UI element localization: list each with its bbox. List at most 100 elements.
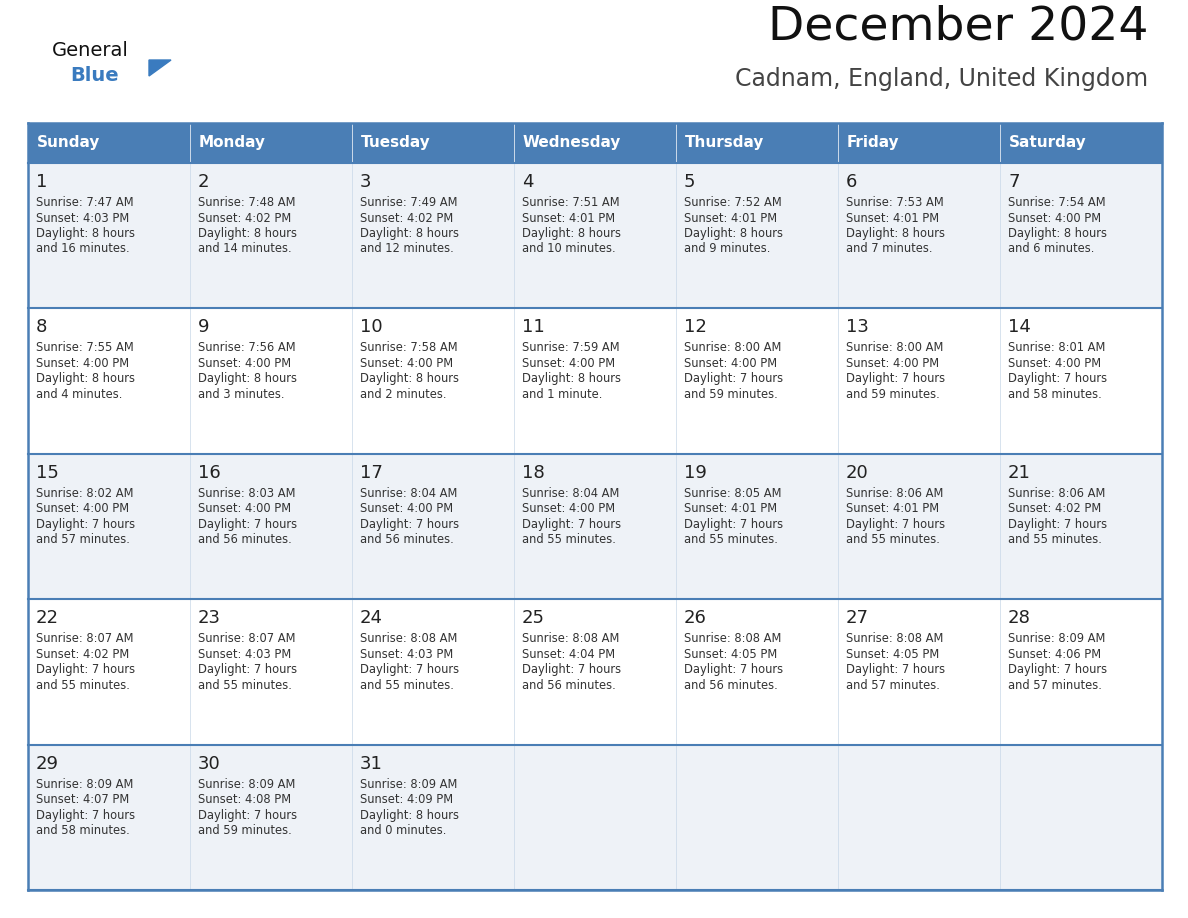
Text: Sunset: 4:05 PM: Sunset: 4:05 PM [684,648,777,661]
Text: 5: 5 [684,173,695,191]
Text: Daylight: 7 hours: Daylight: 7 hours [1007,663,1107,677]
Text: Daylight: 7 hours: Daylight: 7 hours [684,518,783,531]
Text: Sunrise: 7:52 AM: Sunrise: 7:52 AM [684,196,782,209]
Text: Sunset: 4:00 PM: Sunset: 4:00 PM [522,502,615,515]
Text: and 7 minutes.: and 7 minutes. [846,242,933,255]
Text: and 1 minute.: and 1 minute. [522,388,602,401]
Text: Sunrise: 7:59 AM: Sunrise: 7:59 AM [522,341,620,354]
Text: General: General [52,41,128,60]
Text: 7: 7 [1007,173,1019,191]
Text: Daylight: 7 hours: Daylight: 7 hours [198,663,297,677]
Text: and 6 minutes.: and 6 minutes. [1007,242,1094,255]
Text: Daylight: 7 hours: Daylight: 7 hours [1007,518,1107,531]
Text: Sunset: 4:02 PM: Sunset: 4:02 PM [360,211,454,225]
Text: Sunset: 4:00 PM: Sunset: 4:00 PM [36,357,129,370]
Text: and 57 minutes.: and 57 minutes. [1007,678,1102,691]
Text: Daylight: 7 hours: Daylight: 7 hours [36,809,135,822]
Text: Daylight: 8 hours: Daylight: 8 hours [360,809,459,822]
Text: Sunrise: 7:47 AM: Sunrise: 7:47 AM [36,196,133,209]
Text: Sunrise: 7:51 AM: Sunrise: 7:51 AM [522,196,620,209]
Text: Sunset: 4:08 PM: Sunset: 4:08 PM [198,793,291,806]
Text: Daylight: 7 hours: Daylight: 7 hours [846,373,946,386]
Bar [29,123,1162,163]
Text: and 55 minutes.: and 55 minutes. [684,533,778,546]
Text: 25: 25 [522,610,545,627]
Text: Sunrise: 8:04 AM: Sunrise: 8:04 AM [360,487,457,499]
Text: and 58 minutes.: and 58 minutes. [1007,388,1101,401]
Bar [29,308,1162,453]
Text: Sunset: 4:02 PM: Sunset: 4:02 PM [198,211,291,225]
Text: Sunset: 4:00 PM: Sunset: 4:00 PM [522,357,615,370]
Text: 28: 28 [1007,610,1031,627]
Text: 30: 30 [198,755,221,773]
Polygon shape [148,60,171,76]
Text: Tuesday: Tuesday [361,136,431,151]
Text: Sunset: 4:06 PM: Sunset: 4:06 PM [1007,648,1101,661]
Text: Sunset: 4:00 PM: Sunset: 4:00 PM [684,357,777,370]
Text: and 14 minutes.: and 14 minutes. [198,242,291,255]
Text: Daylight: 8 hours: Daylight: 8 hours [684,227,783,240]
Text: Sunrise: 7:56 AM: Sunrise: 7:56 AM [198,341,296,354]
Text: Sunrise: 8:09 AM: Sunrise: 8:09 AM [198,778,296,790]
Text: Sunrise: 8:09 AM: Sunrise: 8:09 AM [360,778,457,790]
Text: Sunrise: 8:08 AM: Sunrise: 8:08 AM [684,633,782,645]
Text: Daylight: 7 hours: Daylight: 7 hours [360,518,459,531]
Text: Sunrise: 7:49 AM: Sunrise: 7:49 AM [360,196,457,209]
Text: Daylight: 7 hours: Daylight: 7 hours [522,518,621,531]
Text: Sunrise: 8:02 AM: Sunrise: 8:02 AM [36,487,133,499]
Text: Daylight: 8 hours: Daylight: 8 hours [522,373,621,386]
Text: 17: 17 [360,464,383,482]
Text: Saturday: Saturday [1009,136,1087,151]
Text: 19: 19 [684,464,707,482]
Text: Daylight: 8 hours: Daylight: 8 hours [36,227,135,240]
Text: Thursday: Thursday [685,136,764,151]
Text: Sunrise: 7:53 AM: Sunrise: 7:53 AM [846,196,943,209]
Text: Sunrise: 8:08 AM: Sunrise: 8:08 AM [846,633,943,645]
Text: Daylight: 8 hours: Daylight: 8 hours [198,227,297,240]
Text: 12: 12 [684,319,707,336]
Text: and 12 minutes.: and 12 minutes. [360,242,454,255]
Text: Sunrise: 8:00 AM: Sunrise: 8:00 AM [684,341,782,354]
Text: Sunrise: 8:06 AM: Sunrise: 8:06 AM [1007,487,1105,499]
Text: Daylight: 7 hours: Daylight: 7 hours [198,518,297,531]
Text: 10: 10 [360,319,383,336]
Text: Sunset: 4:00 PM: Sunset: 4:00 PM [1007,211,1101,225]
Text: 6: 6 [846,173,858,191]
Text: 11: 11 [522,319,545,336]
Text: 23: 23 [198,610,221,627]
Text: Sunset: 4:00 PM: Sunset: 4:00 PM [36,502,129,515]
Text: and 55 minutes.: and 55 minutes. [522,533,615,546]
Text: Sunset: 4:05 PM: Sunset: 4:05 PM [846,648,940,661]
Text: and 57 minutes.: and 57 minutes. [36,533,129,546]
Text: Sunset: 4:00 PM: Sunset: 4:00 PM [360,502,453,515]
Text: Daylight: 8 hours: Daylight: 8 hours [1007,227,1107,240]
Text: Sunrise: 8:05 AM: Sunrise: 8:05 AM [684,487,782,499]
Text: Sunrise: 8:04 AM: Sunrise: 8:04 AM [522,487,619,499]
Text: Daylight: 7 hours: Daylight: 7 hours [1007,373,1107,386]
Text: Sunrise: 8:09 AM: Sunrise: 8:09 AM [36,778,133,790]
Text: and 59 minutes.: and 59 minutes. [684,388,778,401]
Bar [29,163,1162,308]
Text: and 9 minutes.: and 9 minutes. [684,242,770,255]
Text: 2: 2 [198,173,209,191]
Text: Sunset: 4:09 PM: Sunset: 4:09 PM [360,793,453,806]
Text: Sunrise: 8:08 AM: Sunrise: 8:08 AM [522,633,619,645]
Text: 20: 20 [846,464,868,482]
Text: Friday: Friday [847,136,899,151]
Text: Sunset: 4:01 PM: Sunset: 4:01 PM [846,211,940,225]
Text: Sunrise: 7:58 AM: Sunrise: 7:58 AM [360,341,457,354]
Text: and 2 minutes.: and 2 minutes. [360,388,447,401]
Text: Daylight: 7 hours: Daylight: 7 hours [846,663,946,677]
Text: Sunset: 4:04 PM: Sunset: 4:04 PM [522,648,615,661]
Text: and 16 minutes.: and 16 minutes. [36,242,129,255]
Text: Sunset: 4:00 PM: Sunset: 4:00 PM [360,357,453,370]
Text: Sunrise: 7:55 AM: Sunrise: 7:55 AM [36,341,134,354]
Text: Sunrise: 8:08 AM: Sunrise: 8:08 AM [360,633,457,645]
Text: 15: 15 [36,464,59,482]
Text: Daylight: 7 hours: Daylight: 7 hours [684,663,783,677]
Text: and 55 minutes.: and 55 minutes. [198,678,292,691]
Text: 1: 1 [36,173,48,191]
Text: Daylight: 7 hours: Daylight: 7 hours [36,663,135,677]
Text: Wednesday: Wednesday [523,136,621,151]
Text: and 56 minutes.: and 56 minutes. [684,678,778,691]
